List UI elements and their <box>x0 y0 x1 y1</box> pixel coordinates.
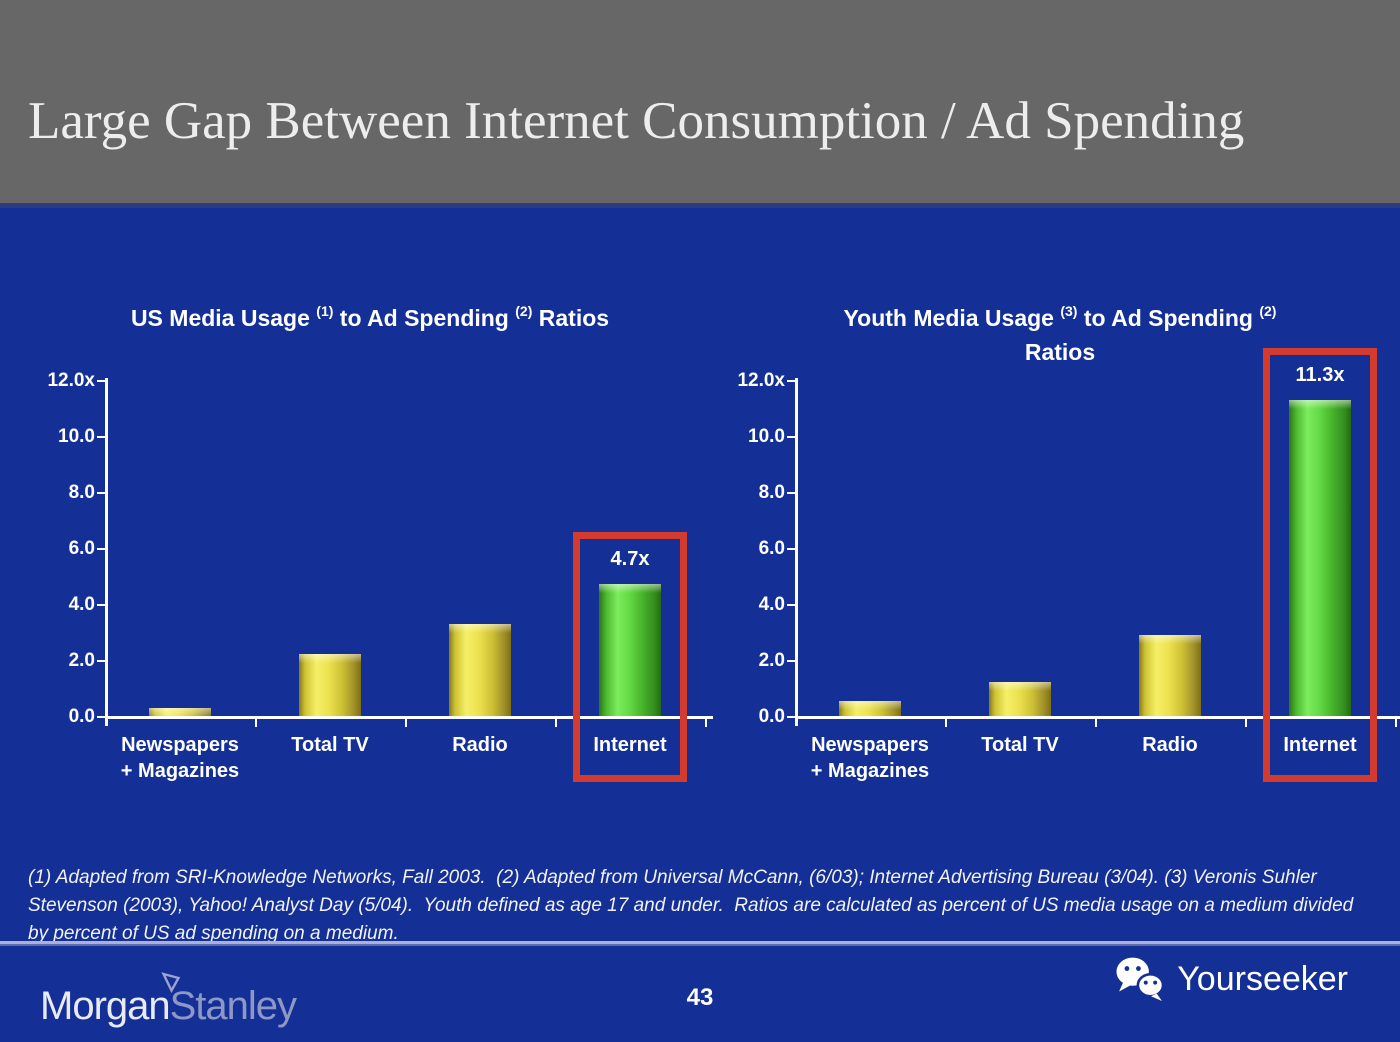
x-axis-tick <box>1095 719 1097 727</box>
footnote: (1) Adapted from SRI-Knowledge Networks,… <box>28 867 1359 944</box>
y-axis-tick <box>787 492 795 494</box>
morgan-stanley-logo: MorganStanley <box>40 972 297 1029</box>
slide-title: Large Gap Between Internet Consumption /… <box>28 92 1245 150</box>
x-axis <box>105 716 713 719</box>
category-label-total-tv: Total TV <box>291 734 369 756</box>
y-axis <box>105 378 108 726</box>
chart-plot: 12.0x 10.0 8.0 6.0 4.0 2.0 0.0 Newspapers + Maga… <box>30 360 713 840</box>
y-axis-label: 4.0 <box>758 594 785 615</box>
stanley-text: Stanley <box>169 984 297 1028</box>
footer-divider <box>0 941 1400 946</box>
y-axis-label: 12.0x <box>737 370 785 391</box>
x-axis-tick <box>1245 719 1247 727</box>
y-axis-tick <box>97 548 105 550</box>
morgan-stanley-triangle-icon <box>161 972 181 993</box>
y-axis-tick <box>97 492 105 494</box>
y-axis-label: 0.0 <box>68 706 95 727</box>
chart-title-line: Ratios <box>1024 339 1096 365</box>
chart-title: Youth Media Usage (3) to Ad Spending (2)… <box>720 294 1400 369</box>
bar-radio <box>449 623 511 716</box>
x-axis <box>795 716 1400 719</box>
x-axis-tick <box>255 719 257 727</box>
chart-title: US Media Usage (1) to Ad Spending (2) Ra… <box>30 294 710 335</box>
y-axis-label: 6.0 <box>68 538 95 559</box>
y-axis-label: 8.0 <box>68 482 95 503</box>
us-media-usage-chart: US Media Usage (1) to Ad Spending (2) Ra… <box>30 272 713 847</box>
y-axis-tick <box>787 604 795 606</box>
value-label: 11.3x <box>1295 363 1345 386</box>
y-axis-label: 10.0 <box>748 426 785 447</box>
y-axis-tick <box>97 716 105 718</box>
chart-plot: 12.0x 10.0 8.0 6.0 4.0 2.0 0.0 Newspapers + Maga… <box>720 347 1400 840</box>
category-label-total-tv: Total TV <box>981 734 1059 756</box>
y-axis-tick <box>97 380 105 382</box>
y-axis-tick <box>97 436 105 438</box>
category-label-radio: Radio <box>452 734 508 756</box>
y-axis <box>795 378 798 726</box>
bar-total-tv <box>989 682 1051 716</box>
morgan-text: Morgan <box>40 984 171 1028</box>
category-label-newspapers-magazines: Newspapers + Magazines <box>810 734 930 782</box>
bar-radio <box>1139 634 1201 716</box>
youth-media-usage-chart: Youth Media Usage (3) to Ad Spending (2)… <box>720 272 1400 847</box>
x-axis-tick <box>405 719 407 727</box>
y-axis-label: 10.0 <box>58 426 95 447</box>
bar-total-tv <box>299 654 361 716</box>
y-axis-label: 4.0 <box>68 594 95 615</box>
category-label-internet: Internet <box>593 734 667 756</box>
y-axis-tick <box>97 660 105 662</box>
y-axis-label: 0.0 <box>758 706 785 727</box>
yourseeker-logo: Yourseeker <box>1113 956 1348 1002</box>
y-axis-tick <box>787 436 795 438</box>
x-axis-tick <box>945 719 947 727</box>
chart-title-line: US Media Usage (1) to Ad Spending (2) Ra… <box>130 303 610 331</box>
x-axis-tick <box>1395 719 1397 727</box>
value-label: 4.7x <box>610 548 650 571</box>
yourseeker-text: Yourseeker <box>1177 959 1348 998</box>
bar-newspapers-magazines <box>149 707 211 718</box>
y-axis-tick <box>97 604 105 606</box>
page-number: 43 <box>686 984 714 1011</box>
category-label-newspapers-magazines: Newspapers + Magazines <box>120 734 240 782</box>
y-axis-label: 12.0x <box>47 370 95 391</box>
x-axis-tick <box>705 719 707 727</box>
x-axis-tick <box>555 719 557 727</box>
y-axis-label: 2.0 <box>758 650 785 671</box>
category-label-internet: Internet <box>1283 734 1357 756</box>
highlight-box <box>573 532 687 782</box>
bar-newspapers-magazines <box>839 700 901 716</box>
bar-internet <box>599 584 661 716</box>
wechat-icon <box>1116 957 1165 1001</box>
category-label-radio: Radio <box>1142 734 1198 756</box>
slide-header: Large Gap Between Internet Consumption /… <box>0 0 1400 208</box>
chart-title-line: Youth Media Usage (3) to Ad Spending (2) <box>843 303 1277 331</box>
y-axis-label: 6.0 <box>758 538 785 559</box>
y-axis-tick <box>787 716 795 718</box>
highlight-box <box>1263 347 1377 782</box>
y-axis-tick <box>787 660 795 662</box>
y-axis-label: 8.0 <box>758 482 785 503</box>
y-axis-tick <box>787 548 795 550</box>
y-axis-tick <box>787 380 795 382</box>
bar-internet <box>1289 399 1351 716</box>
y-axis-label: 2.0 <box>68 650 95 671</box>
